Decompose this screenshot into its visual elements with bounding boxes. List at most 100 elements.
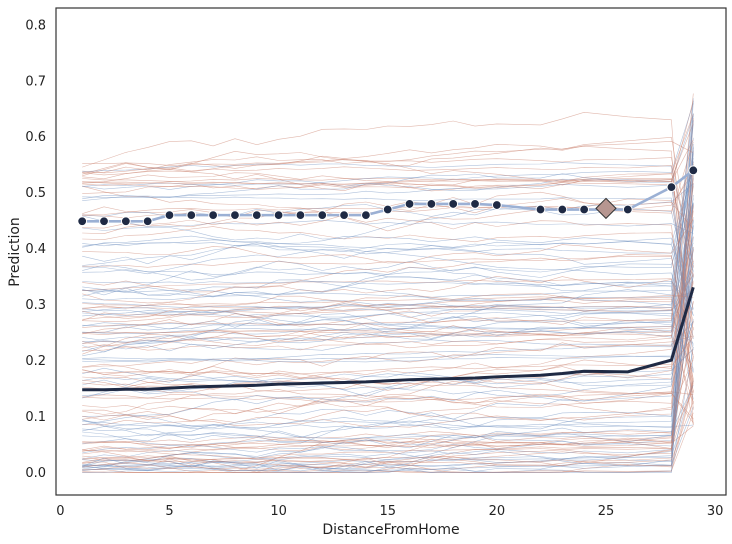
ice-curve <box>82 164 694 265</box>
ice-curve <box>82 298 694 356</box>
highlighted-instance-point <box>251 210 262 221</box>
ice-curve <box>82 248 694 460</box>
ice-curve <box>82 162 694 275</box>
ice-curve <box>82 160 694 275</box>
y-tick-label: 0.6 <box>25 130 46 145</box>
ice-curve <box>82 173 694 372</box>
highlighted-instance-point <box>230 210 240 221</box>
highlighted-instance-point <box>99 216 109 227</box>
y-tick-label: 0.1 <box>25 410 46 425</box>
highlighted-instance-point <box>448 199 459 209</box>
ice-curve <box>82 247 694 472</box>
ice-curve <box>82 158 694 301</box>
ice-curve <box>82 347 694 473</box>
ice-curve <box>82 392 694 420</box>
ice-curve <box>82 219 694 234</box>
y-tick-label: 0.0 <box>25 466 46 481</box>
ice-curve <box>82 390 694 448</box>
y-tick-label: 0.4 <box>25 242 46 257</box>
highlighted-instance-point <box>295 210 306 221</box>
ice-curve <box>82 235 694 316</box>
ice-curve <box>82 289 694 390</box>
ice-curve <box>82 210 694 423</box>
ice-curve <box>82 220 694 454</box>
y-tick-label: 0.7 <box>25 74 46 89</box>
y-axis-ticks: 0.0 0.1 0.2 0.3 0.4 0.5 0.6 0.7 0.8 <box>25 18 46 481</box>
ice-curve <box>82 280 694 388</box>
ice-curve <box>82 249 694 337</box>
ice-curve <box>82 276 694 400</box>
ice-curve <box>82 93 694 328</box>
ice-curve <box>82 381 694 473</box>
highlighted-instance-point <box>186 210 197 221</box>
ice-curve <box>82 307 694 373</box>
ice-curve <box>82 248 694 449</box>
ice-curve <box>82 166 694 287</box>
ice-curve <box>82 313 694 344</box>
ice-curve <box>82 184 694 363</box>
x-tick-label: 30 <box>707 504 724 519</box>
ice-curve <box>82 111 694 410</box>
x-axis-label: DistanceFromHome <box>322 522 459 538</box>
highlighted-instance-point <box>557 204 568 215</box>
highlighted-instance-point <box>535 204 546 215</box>
ice-curve <box>82 206 694 405</box>
ice-curve <box>82 288 694 467</box>
ice-curve <box>82 172 694 213</box>
individual-curves <box>82 93 694 473</box>
ice-curve <box>82 120 694 343</box>
highlighted-instance-point <box>208 210 219 221</box>
ice-curve <box>82 113 694 287</box>
ice-curve <box>82 145 694 425</box>
ice-curve <box>82 123 694 190</box>
ice-curve <box>82 204 694 403</box>
ice-curve <box>82 162 694 325</box>
y-tick-label: 0.5 <box>25 186 46 201</box>
ice-curve <box>82 139 694 185</box>
y-tick-label: 0.8 <box>25 18 46 33</box>
ice-curve <box>82 392 694 426</box>
ice-curve <box>82 274 694 320</box>
ice-curve <box>82 202 694 309</box>
ice-curve <box>82 204 694 351</box>
ice-curve <box>82 205 694 385</box>
ice-curve <box>82 219 694 264</box>
highlighted-instance-point <box>426 199 437 209</box>
ice-curve <box>82 261 694 347</box>
x-tick-label: 20 <box>489 504 506 519</box>
ice-curve <box>82 177 694 353</box>
highlighted-instance-point <box>491 200 502 210</box>
ice-curve <box>82 278 694 392</box>
highlighted-instance-point <box>120 216 131 227</box>
highlighted-instance-point <box>579 204 590 215</box>
ice-curve <box>82 153 694 473</box>
ice-curve <box>82 204 694 415</box>
x-tick-label: 10 <box>270 504 287 519</box>
ice-curve <box>82 157 694 268</box>
ice-curve <box>82 173 694 251</box>
highlighted-instance-point <box>361 210 371 221</box>
ice-curve <box>82 186 694 394</box>
ice-curve <box>82 275 694 337</box>
highlighted-instance-point <box>688 165 699 176</box>
main-series <box>77 165 699 392</box>
ice-curve <box>82 264 694 432</box>
highlighted-instance-point <box>622 204 633 215</box>
ice-curve <box>82 147 694 469</box>
highlighted-instance-point <box>382 204 393 215</box>
ice-curve <box>82 425 694 447</box>
ice-curve <box>82 242 694 346</box>
average-line <box>82 286 695 392</box>
y-tick-label: 0.3 <box>25 298 46 313</box>
ice-curve <box>82 265 694 368</box>
ice-curve <box>82 320 694 397</box>
ice-curve <box>82 296 694 348</box>
ice-curve <box>82 319 694 426</box>
highlighted-instance-point <box>273 210 284 221</box>
x-tick-label: 15 <box>379 504 396 519</box>
highlighted-instance-point <box>142 216 153 227</box>
highlighted-instance-point <box>317 210 328 221</box>
ice-curve <box>82 246 694 362</box>
ice-curve <box>82 225 694 429</box>
